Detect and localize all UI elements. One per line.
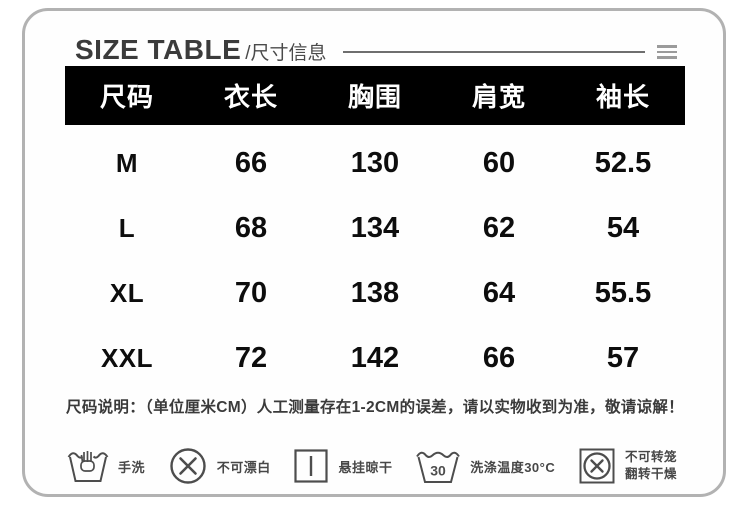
cell-value: 70 xyxy=(234,277,268,309)
care-label-line2: 翻转干燥 xyxy=(624,467,677,481)
table-row: L 68 134 62 54 xyxy=(65,196,685,261)
hamburger-icon xyxy=(657,45,677,59)
wash-temperature-value: 30 xyxy=(430,462,446,478)
care-label: 手洗 xyxy=(118,459,146,475)
no-bleach-icon xyxy=(170,448,206,484)
cell-value: 52.5 xyxy=(594,147,652,179)
wash-temperature-icon: 30 xyxy=(416,451,461,483)
care-label: 不可漂白 xyxy=(216,459,271,475)
size-label: L xyxy=(118,213,136,243)
hand-wash-icon xyxy=(67,451,109,482)
cell-value: 55.5 xyxy=(594,277,652,309)
cell-value: 64 xyxy=(482,277,516,309)
size-table: 尺码 衣长 胸围 肩宽 袖长 M 66 130 60 52.5 L 68 134… xyxy=(65,66,685,391)
column-header-shoulder: 肩宽 xyxy=(471,82,526,112)
cell-value: 138 xyxy=(350,277,400,309)
care-item-hang-dry: 悬挂晾干 xyxy=(293,448,392,484)
column-header-bust: 胸围 xyxy=(347,82,402,112)
care-label-line1: 不可转笼 xyxy=(624,450,677,465)
size-disclaimer-note: 尺码说明：（单位厘米CM）人工测量存在1-2CM的误差，请以实物收到为准，敬请谅… xyxy=(66,399,684,416)
hang-dry-icon xyxy=(294,449,329,483)
cell-value: 54 xyxy=(606,212,640,244)
page-subtitle: /尺寸信息 xyxy=(245,43,327,64)
table-body: M 66 130 60 52.5 L 68 134 62 54 XL 70 13… xyxy=(65,125,685,391)
care-instructions-row: 手洗 不可漂白 悬挂晾干 30 洗涤温度30°C xyxy=(67,439,677,493)
care-label: 悬挂晾干 xyxy=(338,459,393,475)
care-label: 不可转笼 翻转干燥 xyxy=(625,449,677,483)
cell-value: 72 xyxy=(234,342,268,374)
cell-value: 66 xyxy=(482,342,516,374)
table-row: XXL 72 142 66 57 xyxy=(65,326,685,391)
care-item-wash-temperature: 30 洗涤温度30°C xyxy=(415,448,555,485)
size-label: XL xyxy=(109,278,145,308)
size-label: XXL xyxy=(100,343,154,373)
column-header-sleeve: 袖长 xyxy=(595,82,650,112)
column-header-length: 衣长 xyxy=(223,82,278,112)
care-item-hand-wash: 手洗 xyxy=(67,448,145,484)
care-item-no-tumble-dry: 不可转笼 翻转干燥 xyxy=(578,447,677,485)
care-label: 洗涤温度30°C xyxy=(470,459,556,475)
size-info-card: SIZE TABLE /尺寸信息 尺码 衣长 胸围 肩宽 袖长 M 66 130… xyxy=(22,8,726,497)
size-label: M xyxy=(115,148,139,178)
no-tumble-dry-icon xyxy=(579,448,615,484)
table-row: M 66 130 60 52.5 xyxy=(65,131,685,196)
cell-value: 62 xyxy=(482,212,516,244)
column-header-size: 尺码 xyxy=(99,82,154,112)
table-row: XL 70 138 64 55.5 xyxy=(65,261,685,326)
cell-value: 142 xyxy=(350,342,400,374)
cell-value: 134 xyxy=(350,212,400,244)
title-divider-line xyxy=(342,51,645,53)
title-row: SIZE TABLE /尺寸信息 xyxy=(75,31,677,69)
cell-value: 68 xyxy=(234,212,268,244)
table-header-row: 尺码 衣长 胸围 肩宽 袖长 xyxy=(65,66,685,125)
cell-value: 60 xyxy=(482,147,516,179)
care-item-no-bleach: 不可漂白 xyxy=(168,446,271,486)
cell-value: 130 xyxy=(350,147,400,179)
cell-value: 57 xyxy=(606,342,640,374)
cell-value: 66 xyxy=(234,147,268,179)
page-title: SIZE TABLE xyxy=(75,34,242,65)
